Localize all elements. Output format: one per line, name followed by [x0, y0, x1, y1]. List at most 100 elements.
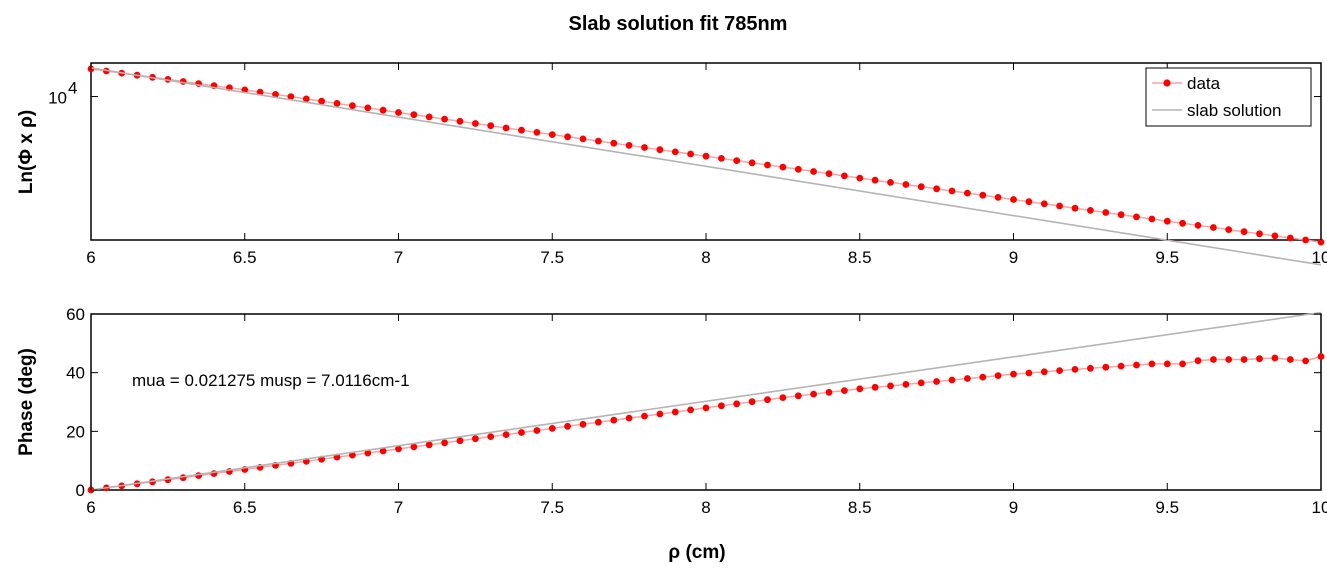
data-point [1179, 219, 1186, 227]
bottom-panel: 6 6.5 7 7.5 8 8.5 9 9.5 10 0 20 40 60 Phase (deg) mu… [16, 305, 1327, 517]
x-tick-label: 7.5 [540, 248, 564, 267]
data-point [1256, 355, 1263, 363]
x-tick-label: 6 [86, 498, 95, 517]
data-point [256, 88, 264, 96]
data-point [579, 420, 587, 428]
series-slab-solution-line [90, 311, 1322, 491]
data-point [733, 157, 741, 165]
data-point [1179, 360, 1186, 368]
x-tick-label: 6.5 [233, 498, 257, 517]
data-point [487, 122, 495, 130]
data-point [1025, 198, 1033, 206]
data-point [1040, 368, 1048, 376]
legend-entry-slab-solution: slab solution [1187, 101, 1282, 120]
data-point [902, 181, 910, 188]
x-tick-label: 7.5 [540, 498, 564, 517]
data-point [1056, 202, 1063, 210]
top-panel-y-label: Ln(Φ x ρ) [16, 110, 37, 194]
data-point [595, 418, 602, 426]
data-point [687, 150, 694, 158]
data-point [917, 379, 925, 387]
data-point [456, 117, 464, 125]
data-point [456, 437, 464, 445]
data-point [1210, 224, 1217, 231]
x-tick-label: 9 [1009, 498, 1018, 517]
x-tick-label: 10 [1312, 498, 1327, 517]
data-point [625, 142, 633, 149]
data-point [779, 394, 787, 401]
data-point [548, 425, 556, 432]
data-point [764, 396, 771, 404]
data-point [441, 115, 448, 123]
y-tick-label: 60 [66, 305, 85, 324]
x-tick-label: 6 [86, 248, 95, 267]
data-point [1040, 200, 1048, 208]
data-point [349, 102, 356, 110]
data-point [1087, 207, 1094, 214]
x-tick-label: 7 [394, 498, 403, 517]
data-point [533, 129, 541, 136]
data-point [810, 168, 817, 175]
data-point [395, 445, 402, 453]
data-point [702, 404, 710, 412]
data-point [825, 170, 833, 178]
data-point [502, 124, 510, 132]
x-axis-label: ρ (cm) [668, 542, 725, 563]
data-point [1240, 356, 1248, 363]
data-point [948, 376, 956, 384]
data-point [1317, 238, 1325, 246]
data-point [518, 126, 525, 134]
data-point [441, 439, 448, 447]
x-tick-label: 8 [701, 498, 710, 517]
data-point [656, 146, 664, 154]
data-point [1163, 217, 1171, 225]
top-panel-frame [90, 62, 1322, 241]
data-point [1210, 356, 1217, 363]
data-point [625, 414, 633, 422]
data-point [948, 187, 956, 195]
data-point [1010, 370, 1017, 378]
data-point [779, 163, 787, 171]
data-point [733, 400, 741, 408]
data-point [794, 392, 802, 400]
data-point [1148, 215, 1156, 223]
data-point [579, 135, 587, 143]
data-point [1010, 196, 1017, 203]
data-point [656, 410, 664, 418]
data-point [994, 372, 1002, 379]
data-point [641, 144, 648, 151]
data-point [887, 382, 894, 390]
data-point [1225, 356, 1233, 363]
data-point [533, 427, 541, 434]
data-point [1133, 361, 1140, 369]
data-point [349, 451, 356, 459]
x-tick-label: 8 [701, 248, 710, 267]
data-point [364, 104, 372, 112]
data-point [395, 109, 402, 116]
data-point [564, 133, 571, 141]
data-point [548, 131, 556, 139]
data-point [1071, 204, 1079, 212]
data-point [1194, 222, 1202, 229]
data-point [671, 148, 679, 156]
data-point [1148, 360, 1156, 368]
legend-entry-data: data [1187, 74, 1221, 93]
data-point [641, 412, 648, 420]
data-point [1163, 360, 1171, 368]
data-point [825, 388, 833, 396]
data-point [410, 111, 418, 119]
data-point [764, 161, 771, 169]
x-tick-label: 10 [1312, 248, 1327, 267]
x-tick-label: 9.5 [1155, 498, 1179, 517]
data-point [333, 100, 341, 107]
data-point [1087, 364, 1094, 372]
legend: data slab solution [1145, 67, 1312, 127]
data-point [871, 383, 879, 391]
y-tick-label: 10 [48, 89, 67, 108]
data-point [518, 429, 525, 436]
data-point [425, 441, 433, 449]
series-slab-solution-line [90, 67, 1322, 266]
data-point [1286, 234, 1294, 242]
data-point [718, 402, 725, 410]
data-point [472, 120, 479, 127]
